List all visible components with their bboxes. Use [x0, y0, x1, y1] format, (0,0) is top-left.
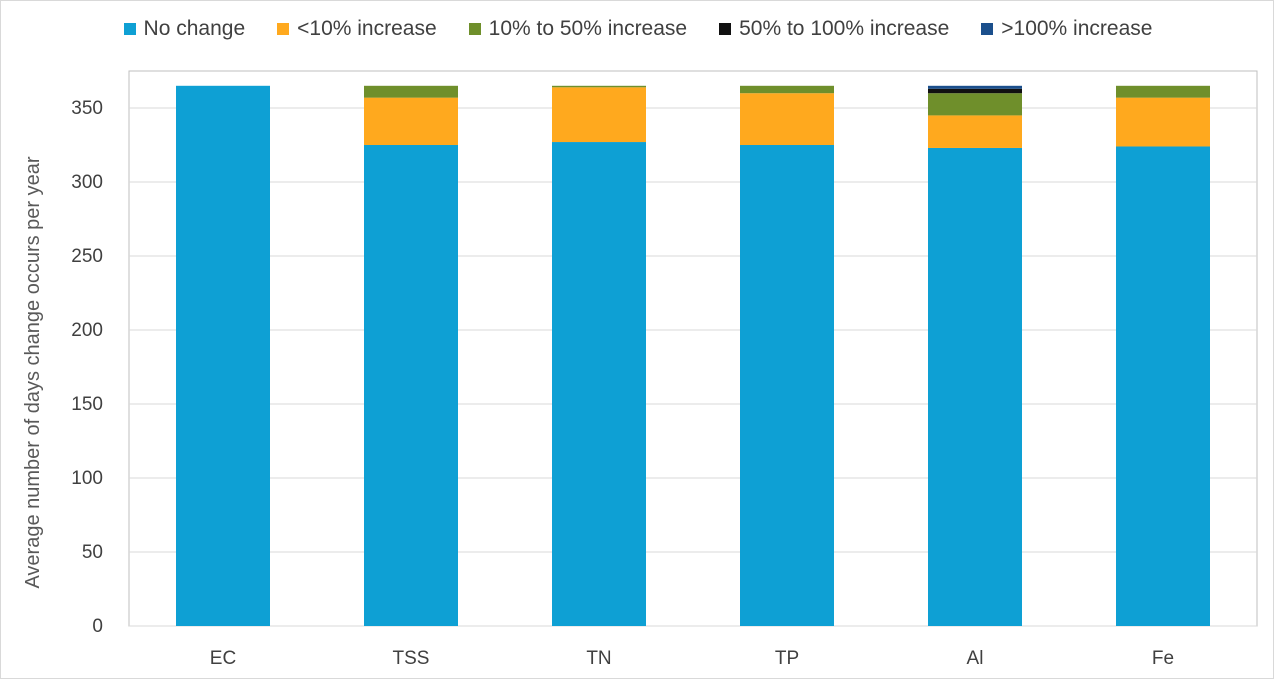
legend-item: No change [123, 17, 246, 41]
bar-segment-tp-series-1 [740, 93, 834, 145]
legend-swatch [277, 23, 290, 35]
legend-item: 10% to 50% increase [468, 17, 688, 41]
legend-swatch [719, 23, 732, 35]
axes: 0 50 100 150 200 250 300 350 EC TSS TN TP Al Fe Averag… [22, 98, 1174, 669]
bar-segment-al-series-1 [928, 115, 1022, 148]
bars [176, 85, 1210, 627]
legend-swatch [981, 23, 994, 35]
bar-segment-ec-series-0 [176, 85, 270, 627]
legend-item: >100% increase [981, 17, 1152, 41]
y-tick-label: 350 [71, 98, 103, 119]
y-tick-label: 250 [71, 246, 103, 267]
legend-swatch [123, 23, 136, 35]
legend-swatch [468, 23, 481, 35]
bar-segment-al-series-4 [928, 85, 1022, 89]
bar-segment-al-series-2 [928, 93, 1022, 116]
y-tick-label: 0 [92, 616, 103, 637]
bar-segment-tp-series-0 [740, 145, 834, 626]
y-tick-label: 100 [71, 468, 103, 489]
x-tick-label: EC [210, 648, 236, 669]
bar-segment-fe-series-1 [1116, 97, 1210, 147]
legend-label: No change [143, 17, 246, 40]
x-tick-label: TSS [393, 648, 430, 669]
legend-item: 50% to 100% increase [719, 17, 949, 41]
y-tick-label: 300 [71, 172, 103, 193]
bar-segment-tss-series-1 [364, 97, 458, 145]
y-axis-title: Average number of days change occurs per… [22, 156, 44, 588]
bar-segment-fe-series-0 [1116, 146, 1210, 627]
y-tick-label: 200 [71, 320, 103, 341]
bar-segment-tn-series-2 [552, 85, 646, 88]
bar-segment-tn-series-1 [552, 87, 646, 143]
legend-label: 50% to 100% increase [739, 17, 950, 40]
x-tick-label: TN [586, 648, 611, 669]
bar-segment-al-series-0 [928, 147, 1022, 626]
bar-segment-tn-series-0 [552, 142, 646, 627]
x-tick-label: TP [775, 648, 799, 669]
legend-label: <10% increase [297, 17, 437, 40]
y-tick-label: 50 [82, 542, 103, 563]
plot-frame [128, 70, 1258, 627]
x-tick-label: Al [967, 648, 984, 669]
gridlines [128, 70, 1258, 627]
bar-segment-fe-series-2 [1116, 85, 1210, 98]
legend-label: >100% increase [1001, 17, 1153, 40]
bar-segment-al-series-3 [928, 88, 1022, 94]
legend-item: <10% increase [277, 17, 437, 41]
bar-segment-tss-series-0 [364, 145, 458, 626]
x-tick-label: Fe [1152, 648, 1174, 669]
legend: No change <10% increase 10% to 50% increas… [1, 17, 1274, 41]
bar-segment-tp-series-2 [740, 85, 834, 94]
y-tick-label: 150 [71, 394, 103, 415]
legend-label: 10% to 50% increase [488, 17, 688, 40]
bar-segment-tss-series-2 [364, 85, 458, 98]
